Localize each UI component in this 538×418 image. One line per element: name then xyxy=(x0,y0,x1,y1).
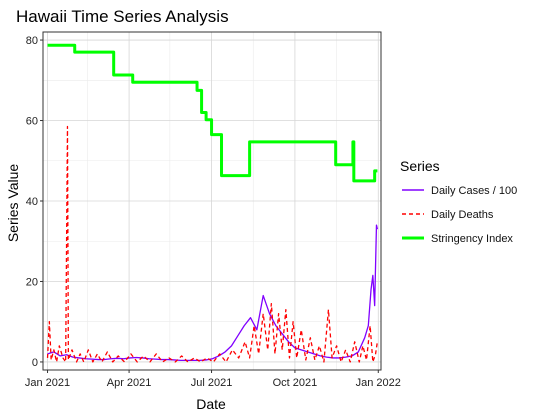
y-tick-label: 0 xyxy=(32,357,38,369)
legend-label-stringency-index: Stringency Index xyxy=(431,233,513,245)
y-axis-title: Series Value xyxy=(5,164,21,243)
series-layer xyxy=(46,43,379,363)
x-tick-label: Jan 2022 xyxy=(356,377,401,389)
series-line-daily-cases-100 xyxy=(47,224,379,361)
legend-label-daily-cases-100: Daily Cases / 100 xyxy=(431,185,517,197)
legend-label-daily-deaths: Daily Deaths xyxy=(431,209,494,221)
x-tick-label: Apr 2021 xyxy=(107,377,152,389)
y-tick-label: 60 xyxy=(26,116,38,128)
chart-title: Hawaii Time Series Analysis xyxy=(16,7,229,26)
y-tick-label: 80 xyxy=(26,35,38,47)
x-tick-label: Jul 2021 xyxy=(191,377,233,389)
x-axis-title: Date xyxy=(196,396,226,412)
x-tick-label: Oct 2021 xyxy=(273,377,318,389)
legend: Series Daily Cases / 100 Daily Deaths Stri… xyxy=(400,158,517,245)
y-tick-label: 40 xyxy=(26,196,38,208)
grid-major xyxy=(43,32,381,370)
y-axis: 0 20 40 60 80 xyxy=(26,35,43,369)
x-tick-label: Jan 2021 xyxy=(25,377,70,389)
legend-title: Series xyxy=(400,158,440,174)
y-tick-label: 20 xyxy=(26,276,38,288)
x-axis: Jan 2021 Apr 2021 Jul 2021 Oct 2021 Jan 2022 xyxy=(25,370,401,389)
series-line-daily-deaths xyxy=(46,125,379,363)
series-line-stringency-index xyxy=(47,43,378,183)
